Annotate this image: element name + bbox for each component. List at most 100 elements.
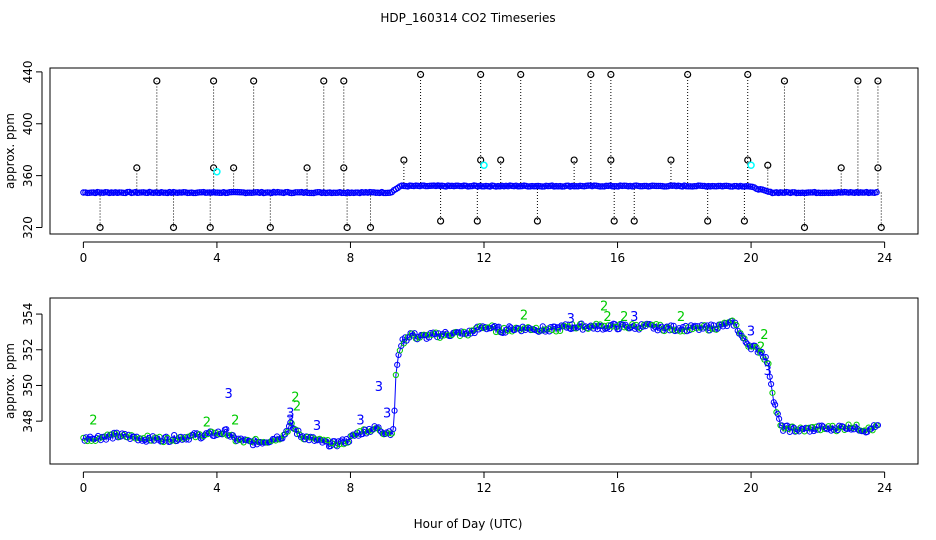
co2-point	[363, 430, 370, 437]
top-panel-x-tick-label: 8	[347, 251, 355, 265]
count-label: 3	[383, 407, 391, 422]
baseline-point	[238, 189, 245, 196]
bottom-panel-ticks: 0 4 8 12 16 20 24 348 350 352 354	[21, 303, 892, 495]
count-label: 3	[567, 312, 575, 327]
co2-point	[323, 438, 330, 445]
baseline-point	[831, 189, 838, 196]
co2-point	[466, 327, 473, 334]
outlier-point	[206, 223, 214, 232]
top-panel-x-tick-label: 4	[213, 251, 221, 265]
top-panel: 0 4 8 12 16 20 24 320 360 400 440 approx. ppm	[3, 60, 919, 265]
outlier-point	[854, 77, 862, 85]
count-label: 3	[747, 324, 755, 339]
co2-point	[311, 437, 318, 444]
outlier-point	[874, 164, 882, 172]
bottom-panel-y-tick-label: 354	[21, 303, 35, 326]
co2-point	[558, 322, 565, 329]
baseline-point	[294, 189, 301, 196]
outlier-point	[96, 223, 104, 232]
count-label: 2	[620, 310, 628, 325]
co2-point	[630, 322, 637, 329]
count-label: 2	[520, 308, 528, 323]
count-label: 2	[603, 310, 611, 325]
outlier-point	[340, 164, 348, 172]
baseline-point	[456, 182, 464, 190]
baseline-point	[805, 189, 812, 196]
baseline-point	[422, 182, 430, 190]
bottom-panel-ylabel: approx. ppm	[3, 343, 17, 419]
baseline-point	[611, 182, 618, 190]
co2-point	[766, 373, 773, 380]
co2-point	[629, 321, 636, 328]
co2-point	[119, 430, 126, 437]
baseline-point	[196, 189, 203, 196]
count-label: 2	[760, 328, 768, 343]
baseline-point	[124, 188, 131, 196]
top-panel-x-tick-label: 12	[476, 251, 491, 265]
co2-point	[276, 436, 283, 443]
co2-point	[557, 327, 564, 334]
count-label: 2	[89, 414, 97, 429]
baseline-point	[608, 183, 616, 190]
co2-point	[793, 428, 800, 435]
outlier-point	[704, 217, 712, 225]
co2-point	[599, 326, 606, 333]
baseline-point	[446, 182, 454, 190]
co2-point	[295, 427, 302, 434]
co2-point	[683, 328, 691, 335]
co2-point	[171, 432, 178, 439]
co2-point	[534, 327, 541, 335]
outlier-point	[343, 223, 351, 232]
outlier-point	[400, 156, 408, 164]
baseline-point	[743, 183, 750, 190]
bottom-panel-y-tick-label: 352	[21, 338, 35, 361]
top-panel-outlier-spikes	[96, 70, 885, 232]
co2-point	[348, 432, 355, 439]
co2-point	[845, 421, 852, 428]
count-label: 3	[630, 310, 638, 325]
co2-point	[806, 428, 813, 435]
co2-point	[874, 422, 882, 429]
baseline-point	[584, 182, 592, 189]
bottom-panel-x-tick-label: 0	[80, 481, 88, 495]
co2-point	[772, 401, 779, 408]
baseline-point	[655, 182, 662, 190]
outlier-point	[877, 223, 885, 232]
co2-point	[849, 424, 856, 431]
co2-point	[824, 426, 831, 433]
baseline-point	[206, 189, 213, 196]
x-axis-label: Hour of Day (UTC)	[414, 517, 523, 531]
baseline-point	[867, 189, 874, 196]
baseline-point	[570, 183, 578, 190]
outlier-point	[340, 77, 348, 85]
baseline-point	[88, 189, 95, 196]
outlier-point	[684, 70, 692, 79]
baseline-point	[190, 189, 197, 197]
co2-point	[411, 330, 418, 337]
co2-point	[539, 323, 546, 330]
baseline-point	[372, 189, 380, 196]
outlier-point	[744, 156, 752, 164]
co2-point	[773, 409, 780, 416]
baseline-point	[661, 183, 668, 190]
outlier-point	[477, 70, 485, 79]
baseline-point	[160, 189, 167, 196]
co2-point	[810, 427, 817, 435]
co2-point	[340, 441, 347, 448]
top-panel-frame	[49, 67, 919, 235]
baseline-point	[244, 189, 251, 196]
co2-point	[714, 325, 721, 332]
baseline-point	[306, 189, 313, 197]
baseline-point	[819, 189, 826, 197]
co2-point	[776, 415, 783, 422]
baseline-point	[739, 183, 746, 190]
count-label: 2	[291, 391, 299, 406]
co2-point	[110, 429, 118, 436]
baseline-point	[352, 189, 360, 196]
co2-point	[707, 321, 715, 328]
baseline-point	[715, 182, 722, 190]
outlier-point	[133, 164, 141, 172]
baseline-point	[80, 189, 87, 196]
outlier-point	[610, 217, 618, 225]
top-panel-x-tick-label: 20	[743, 251, 758, 265]
